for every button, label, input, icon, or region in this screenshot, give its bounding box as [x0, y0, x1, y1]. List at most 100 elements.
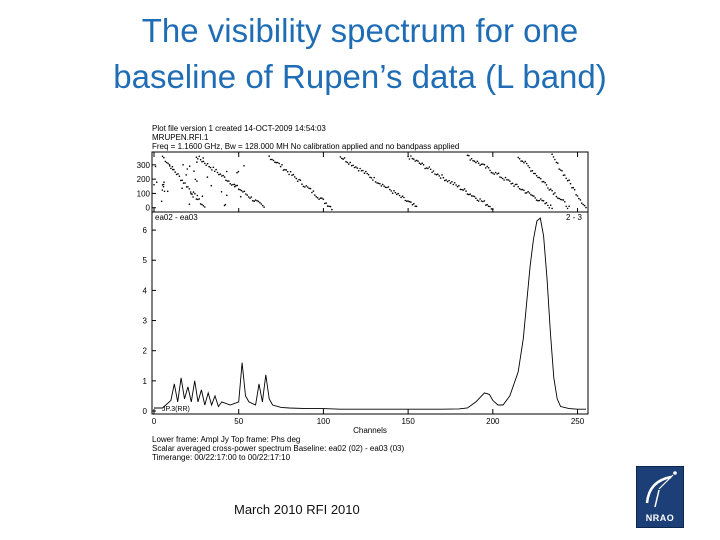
phase-point: [319, 197, 322, 199]
phase-point: [189, 191, 192, 193]
phase-point: [429, 168, 432, 171]
phase-point: [405, 200, 408, 202]
phase-point: [201, 203, 203, 206]
radio-dish-icon: [645, 471, 677, 508]
phase-point: [362, 169, 364, 172]
phase-point: [475, 197, 477, 199]
phase-point: [494, 171, 497, 174]
phase-point: [501, 177, 504, 180]
phase-point: [413, 202, 415, 205]
phase-point: [359, 167, 361, 170]
phase-point: [476, 199, 479, 202]
phase-point: [324, 202, 326, 205]
phase-point: [160, 200, 163, 203]
phase-point: [548, 207, 551, 209]
phase-point: [490, 208, 493, 210]
phase-point: [557, 162, 559, 164]
phase-point: [401, 195, 404, 197]
phase-point: [387, 186, 390, 188]
phase-point: [202, 160, 205, 163]
phase-point: [486, 165, 489, 168]
amplitude-x-tick-label: 200: [486, 417, 500, 426]
phase-point: [453, 182, 456, 184]
phase-point: [175, 173, 178, 176]
phase-point: [181, 179, 183, 182]
phase-point: [302, 185, 305, 188]
phase-point: [483, 163, 486, 166]
slide-title-line-1: The visibility spectrum for one: [141, 12, 579, 49]
amplitude-series-line: [154, 217, 586, 410]
phase-point: [479, 198, 481, 200]
phase-point: [514, 183, 517, 186]
phase-point: [230, 184, 233, 186]
phase-point: [523, 161, 525, 164]
phase-point: [462, 189, 465, 191]
phase-point: [279, 165, 282, 168]
phase-point: [417, 160, 419, 162]
phase-point: [568, 205, 570, 208]
phase-point: [161, 155, 164, 158]
phase-point: [545, 184, 548, 186]
phase-point: [199, 203, 202, 205]
phase-point: [369, 176, 371, 179]
phase-point: [250, 196, 253, 198]
amplitude-y-tick-label: 5: [143, 256, 148, 265]
phase-point: [524, 192, 527, 194]
amplitude-x-tick-label: 250: [571, 417, 585, 426]
phase-point: [420, 163, 422, 165]
phase-point: [528, 166, 531, 169]
phase-point: [193, 170, 195, 172]
phase-point: [311, 191, 313, 194]
phase-point: [558, 168, 560, 170]
phase-point: [477, 162, 480, 164]
phase-point: [195, 198, 198, 200]
phase-point: [483, 200, 486, 202]
phase-point: [318, 198, 320, 200]
phase-point: [533, 195, 535, 197]
phase-point: [542, 200, 545, 202]
phase-point: [435, 173, 438, 176]
phase-point: [509, 180, 511, 182]
phase-point: [530, 170, 532, 172]
phase-point: [511, 182, 514, 185]
phase-point: [486, 203, 489, 206]
phase-point: [194, 192, 196, 195]
phase-point: [236, 171, 238, 174]
x-axis-label: Channels: [353, 426, 387, 435]
phase-point: [559, 198, 562, 201]
phase-point: [422, 164, 425, 166]
phase-point: [272, 159, 275, 162]
phase-point: [527, 190, 529, 193]
phase-point: [204, 162, 206, 165]
phase-point: [473, 195, 476, 198]
phase-point: [432, 170, 435, 172]
phase-point: [182, 182, 185, 184]
phase-point: [355, 166, 357, 168]
phase-point: [500, 176, 503, 179]
phase-point: [206, 162, 209, 165]
phase-point: [304, 186, 306, 188]
phase-point: [496, 173, 498, 175]
phase-point: [516, 183, 518, 186]
phase-point: [479, 164, 481, 166]
phase-point: [521, 188, 524, 191]
phase-y-tick-label: 100: [137, 189, 151, 198]
phase-point: [566, 207, 569, 210]
phase-point: [583, 204, 586, 207]
phase-point: [489, 169, 491, 172]
phase-point: [549, 204, 552, 206]
phase-point: [225, 170, 228, 173]
phase-point: [572, 186, 575, 189]
phase-point: [414, 160, 417, 162]
phase-point: [400, 196, 402, 199]
phase-point: [243, 190, 246, 193]
phase-point: [353, 166, 356, 169]
phase-point: [213, 170, 216, 173]
phase-point: [513, 185, 515, 187]
phase-point: [220, 191, 223, 193]
phase-point: [566, 179, 569, 182]
phase-point: [315, 196, 318, 198]
phase-point: [275, 161, 278, 164]
phase-point: [527, 165, 529, 167]
